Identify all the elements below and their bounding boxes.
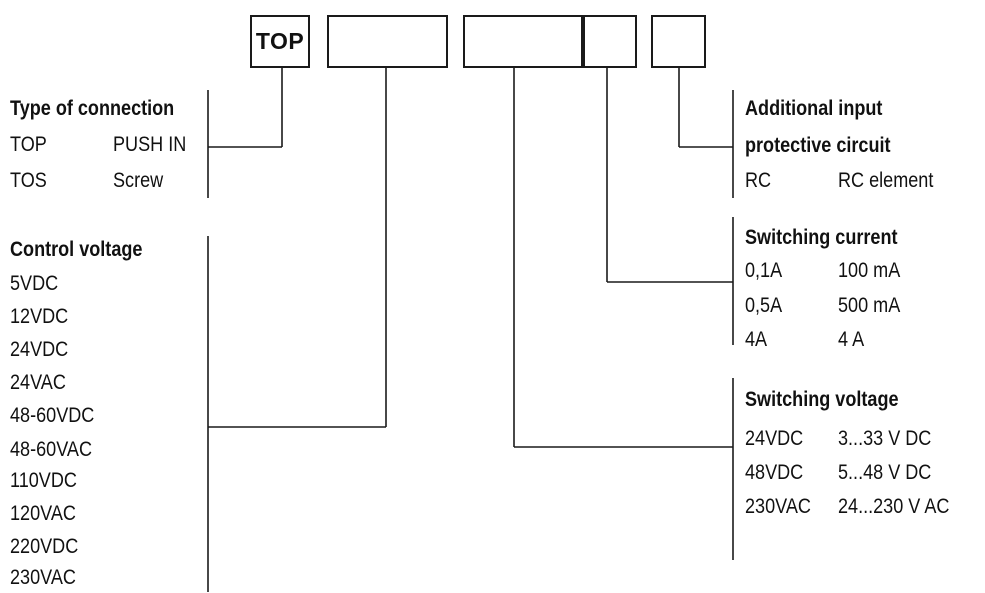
code-box-switching-voltage bbox=[463, 15, 583, 68]
protective-heading-line1: Additional input bbox=[745, 97, 883, 120]
control-voltage-item: 48-60VAC bbox=[10, 438, 92, 461]
switching-current-code: 0,5A bbox=[745, 294, 783, 317]
switching-voltage-code: 48VDC bbox=[745, 461, 804, 484]
switching-current-desc: 4 A bbox=[838, 328, 865, 351]
switching-voltage-desc: 3...33 V DC bbox=[838, 427, 932, 450]
switching-current-code: 4A bbox=[745, 328, 768, 351]
protective-code: RC bbox=[745, 169, 772, 192]
control-voltage-item: 230VAC bbox=[10, 566, 76, 589]
connection-code: TOS bbox=[10, 169, 47, 192]
switching-voltage-desc: 5...48 V DC bbox=[838, 461, 932, 484]
code-box-connection: TOP bbox=[250, 15, 310, 68]
code-box-protective bbox=[651, 15, 706, 68]
control-voltage-item: 5VDC bbox=[10, 272, 59, 295]
switching-voltage-code: 24VDC bbox=[745, 427, 804, 450]
control-voltage-item: 24VDC bbox=[10, 338, 69, 361]
connection-code: TOP bbox=[10, 133, 47, 156]
control-voltage-item: 110VDC bbox=[10, 469, 77, 492]
switching-voltage-code: 230VAC bbox=[745, 495, 811, 518]
switching-current-heading: Switching current bbox=[745, 226, 898, 249]
connection-desc: PUSH IN bbox=[113, 133, 187, 156]
switching-voltage-desc: 24...230 V AC bbox=[838, 495, 950, 518]
protective-heading-line2: protective circuit bbox=[745, 134, 891, 157]
switching-voltage-heading: Switching voltage bbox=[745, 388, 899, 411]
control-voltage-item: 48-60VDC bbox=[10, 404, 95, 427]
control-voltage-heading: Control voltage bbox=[10, 238, 143, 261]
control-voltage-item: 24VAC bbox=[10, 371, 66, 394]
connection-heading: Type of connection bbox=[10, 97, 175, 120]
control-voltage-item: 12VDC bbox=[10, 305, 69, 328]
control-voltage-item: 220VDC bbox=[10, 535, 79, 558]
code-box-control-voltage bbox=[327, 15, 448, 68]
control-voltage-item: 120VAC bbox=[10, 502, 76, 525]
protective-desc: RC element bbox=[838, 169, 934, 192]
switching-current-code: 0,1A bbox=[745, 259, 783, 282]
switching-current-desc: 100 mA bbox=[838, 259, 901, 282]
connection-desc: Screw bbox=[113, 169, 164, 192]
code-box-switching-current bbox=[583, 15, 637, 68]
switching-current-desc: 500 mA bbox=[838, 294, 901, 317]
